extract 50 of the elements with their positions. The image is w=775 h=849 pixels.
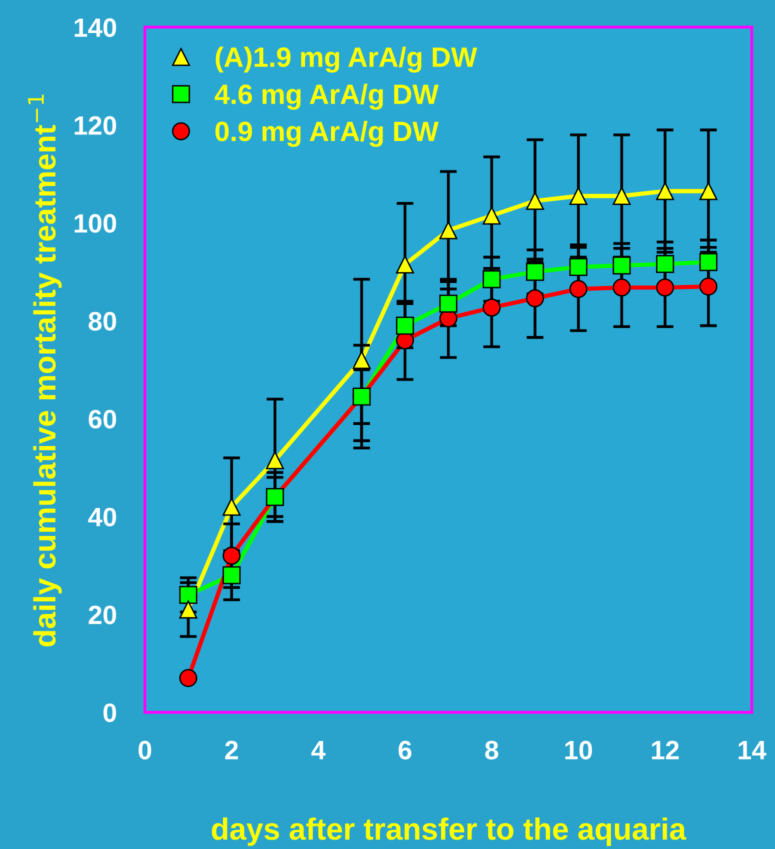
point xyxy=(352,350,371,369)
y-tick-label: 20 xyxy=(88,606,116,624)
y-tick-label: 60 xyxy=(88,410,116,428)
point xyxy=(699,182,718,200)
point xyxy=(179,600,198,619)
point xyxy=(612,256,631,275)
point xyxy=(439,221,458,240)
point xyxy=(699,253,718,272)
point xyxy=(526,289,544,308)
point xyxy=(179,669,198,688)
legend-label: (A)1.9 mg ArA/g DW xyxy=(216,46,478,73)
x-tick-label: 0 xyxy=(138,740,152,760)
y-tick-label: 100 xyxy=(74,214,116,233)
point xyxy=(222,498,241,516)
point xyxy=(699,278,718,296)
legend-label: 4.6 mg ArA/g DW xyxy=(214,84,439,110)
point xyxy=(569,186,588,206)
point xyxy=(482,298,501,317)
point xyxy=(482,270,501,288)
x-axis-title: days after transfer to the aquaria xyxy=(212,817,686,846)
y-tick-label: 80 xyxy=(88,312,116,331)
point xyxy=(656,278,674,297)
point xyxy=(612,186,631,206)
x-tick-label: 8 xyxy=(485,740,498,760)
point xyxy=(222,546,241,565)
y-axis-title: daily cumulative mortality treatment$^{−1}$ xyxy=(28,94,62,646)
x-tick-label: 10 xyxy=(565,740,592,760)
point xyxy=(396,316,414,335)
point xyxy=(482,206,501,225)
x-tick-label: 12 xyxy=(652,740,679,760)
x-tick-label: 14 xyxy=(738,741,766,760)
point xyxy=(222,566,241,584)
point xyxy=(266,451,284,470)
point xyxy=(179,586,198,604)
y-tick-label: 40 xyxy=(88,508,116,526)
point xyxy=(396,255,414,274)
y-tick-label: 140 xyxy=(74,18,116,37)
x-tick-label: 4 xyxy=(311,741,326,760)
x-tick-label: 2 xyxy=(225,740,238,760)
point xyxy=(569,280,588,298)
y-tick-label: 0 xyxy=(104,703,116,722)
point xyxy=(439,294,458,313)
point xyxy=(612,278,631,297)
legend-label: 0.9 mg ArA/g DW xyxy=(215,120,439,147)
point xyxy=(569,258,588,276)
x-tick-label: 6 xyxy=(398,740,412,760)
y-tick-label: 120 xyxy=(74,116,116,135)
point xyxy=(656,182,674,200)
point xyxy=(656,255,674,274)
point xyxy=(526,192,544,210)
